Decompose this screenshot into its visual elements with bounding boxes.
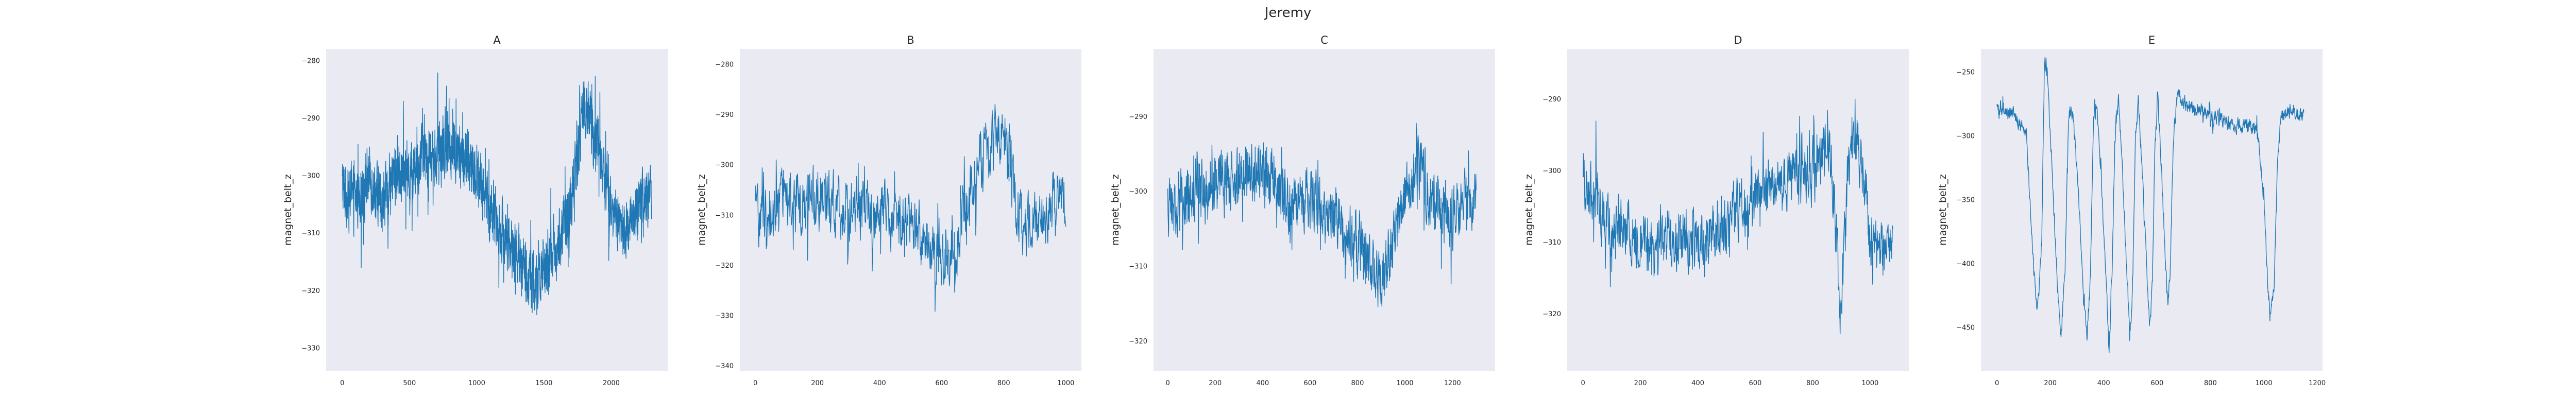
series-line xyxy=(342,72,652,315)
y-tick-label: −340 xyxy=(715,363,734,370)
y-tick-label: −300 xyxy=(1129,188,1147,196)
x-tick-label: 1000 xyxy=(1396,380,1413,387)
y-tick-label: −320 xyxy=(1543,310,1561,318)
y-tick-label: −310 xyxy=(1129,263,1147,271)
y-axis-label: magnet_belt_z xyxy=(696,174,707,246)
x-tick-label: 0 xyxy=(1995,380,1999,387)
plot-area xyxy=(740,49,1081,371)
y-tick-label: −310 xyxy=(1543,239,1561,247)
y-axis-label: magnet_belt_z xyxy=(282,174,294,246)
y-tick-label: −320 xyxy=(1129,338,1147,346)
x-tick-label: 0 xyxy=(1165,380,1170,387)
x-tick-label: 200 xyxy=(1634,380,1647,387)
x-tick-label: 400 xyxy=(2097,380,2110,387)
y-tick-label: −330 xyxy=(715,313,734,320)
y-tick-label: −400 xyxy=(1956,261,1975,268)
x-tick-label: 200 xyxy=(811,380,824,387)
x-tick-label: 1000 xyxy=(1057,380,1074,387)
y-axis-label: magnet_belt_z xyxy=(1523,174,1535,246)
x-tick-label: 1200 xyxy=(2309,380,2326,387)
x-tick-label: 400 xyxy=(1256,380,1269,387)
x-tick-label: 0 xyxy=(753,380,757,387)
series-line xyxy=(1167,123,1477,307)
y-tick-label: −310 xyxy=(715,212,734,219)
x-tick-label: 0 xyxy=(340,380,344,387)
series-line xyxy=(1582,98,1894,335)
y-tick-label: −300 xyxy=(1956,133,1975,141)
subplot-title: E xyxy=(2148,34,2155,46)
x-tick-label: 2000 xyxy=(603,380,620,387)
x-tick-label: 800 xyxy=(997,380,1010,387)
x-tick-label: 500 xyxy=(403,380,416,387)
x-tick-label: 800 xyxy=(2204,380,2217,387)
y-tick-label: −290 xyxy=(301,115,320,123)
y-tick-label: −290 xyxy=(1129,113,1147,121)
y-tick-label: −290 xyxy=(1543,96,1561,104)
y-tick-label: −250 xyxy=(1956,69,1975,77)
x-tick-label: 600 xyxy=(1749,380,1762,387)
y-axis-label: magnet_belt_z xyxy=(1937,174,1948,246)
x-tick-label: 400 xyxy=(1691,380,1704,387)
figure-title: Jeremy xyxy=(1264,5,1312,21)
subplot-title: D xyxy=(1734,34,1742,46)
y-tick-label: −350 xyxy=(1956,197,1975,204)
subplot-title: B xyxy=(907,34,914,46)
x-tick-label: 600 xyxy=(935,380,948,387)
x-tick-label: 1200 xyxy=(1444,380,1461,387)
x-tick-label: 1000 xyxy=(468,380,485,387)
x-tick-label: 600 xyxy=(2150,380,2163,387)
y-tick-label: −300 xyxy=(715,162,734,169)
y-tick-label: −450 xyxy=(1956,324,1975,332)
x-tick-label: 200 xyxy=(2044,380,2057,387)
series-line xyxy=(1996,57,2304,353)
subplot-title: C xyxy=(1320,34,1328,46)
x-tick-label: 0 xyxy=(1581,380,1585,387)
x-tick-label: 400 xyxy=(873,380,886,387)
plot-area xyxy=(1981,49,2323,371)
x-tick-label: 1500 xyxy=(535,380,552,387)
subplot-title: A xyxy=(493,34,501,46)
x-tick-label: 800 xyxy=(1351,380,1364,387)
y-tick-label: −280 xyxy=(301,57,320,65)
y-tick-label: −300 xyxy=(1543,167,1561,175)
y-tick-label: −280 xyxy=(715,61,734,68)
y-tick-label: −320 xyxy=(715,262,734,270)
y-tick-label: −310 xyxy=(301,230,320,237)
x-tick-label: 1000 xyxy=(2256,380,2273,387)
y-tick-label: −290 xyxy=(715,111,734,119)
y-axis-label: magnet_belt_z xyxy=(1110,174,1121,246)
x-tick-label: 800 xyxy=(1806,380,1819,387)
series-line xyxy=(755,104,1066,312)
y-tick-label: −320 xyxy=(301,287,320,295)
y-tick-label: −330 xyxy=(301,344,320,352)
y-tick-label: −300 xyxy=(301,173,320,180)
x-tick-label: 200 xyxy=(1209,380,1222,387)
x-tick-label: 1000 xyxy=(1861,380,1878,387)
x-tick-label: 600 xyxy=(1303,380,1316,387)
